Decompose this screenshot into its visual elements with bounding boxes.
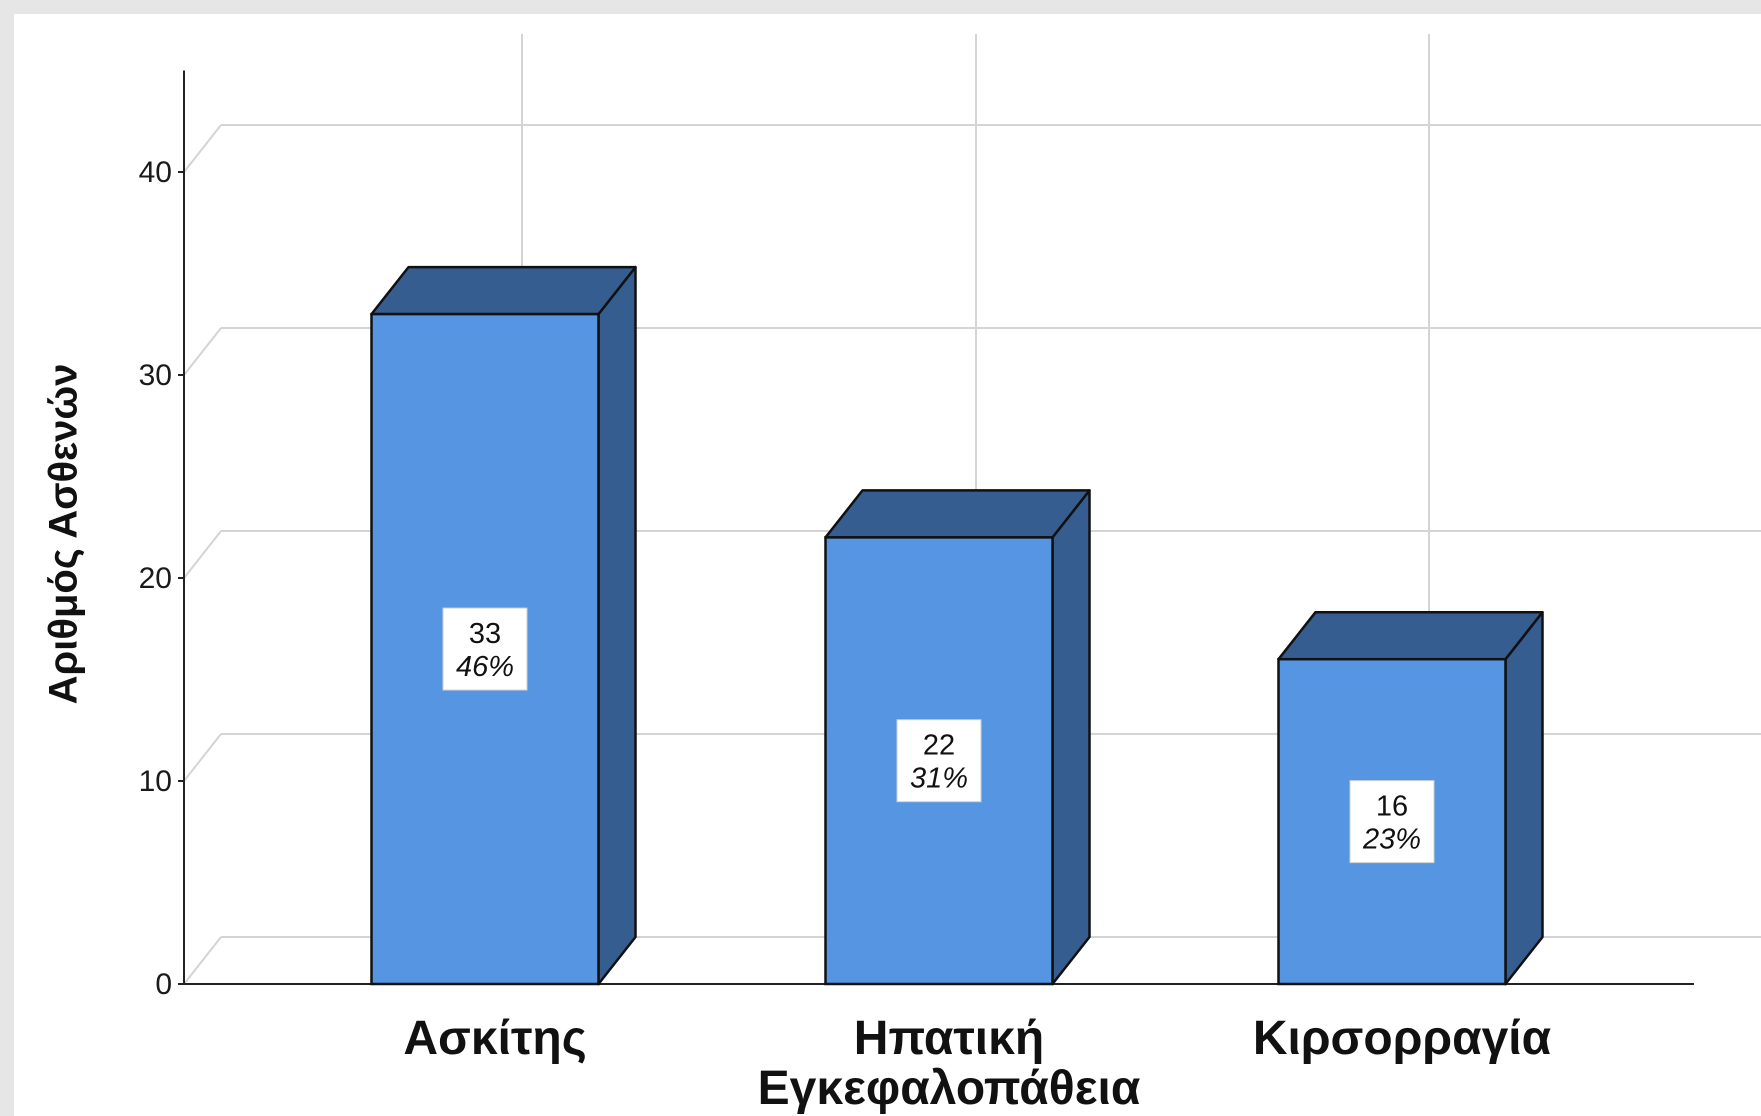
- y-tick-label: 10: [139, 765, 172, 798]
- chart-frame: 0 10 20 30 40 33 46% Ασκίτης 22 31% Ηπατική Εγκεφα…: [14, 14, 1761, 1116]
- bar-top-face: [824, 489, 1091, 539]
- gridline-diagonal: [183, 530, 222, 579]
- data-label-box: [442, 607, 528, 691]
- data-label-box: [896, 719, 982, 803]
- bar-top-face: [370, 265, 637, 316]
- data-label-count: 22: [923, 730, 955, 762]
- data-label-count: 16: [1376, 791, 1408, 823]
- data-label-percent: 23%: [1362, 824, 1421, 856]
- x-tick-label-line: Ηπατική: [854, 1012, 1044, 1065]
- gridline-diagonal: [183, 936, 222, 985]
- x-tick-label-line: Ασκίτης: [403, 1012, 586, 1065]
- bar: [370, 265, 637, 986]
- y-tick-label: 40: [139, 156, 172, 189]
- y-axis-label: Αριθμός Ασθενών: [42, 364, 86, 705]
- bar-side-face: [1504, 610, 1544, 986]
- bar-top-face: [1277, 610, 1544, 661]
- data-label-percent: 31%: [910, 763, 968, 795]
- bar-layer: [370, 265, 1544, 986]
- y-tick-label: 0: [155, 968, 172, 1001]
- x-tick-label: Ασκίτης: [403, 1012, 586, 1065]
- data-label-percent: 46%: [456, 651, 514, 683]
- gridline-diagonal: [183, 327, 222, 376]
- gridline-diagonal: [183, 124, 222, 173]
- y-tick-label: 20: [139, 562, 172, 595]
- data-label-box: [1349, 780, 1435, 864]
- bar-side-face: [597, 265, 637, 986]
- bar: [824, 489, 1091, 986]
- gridline-diagonal: [183, 733, 222, 782]
- x-tick-label-line: Εγκεφαλοπάθεια: [758, 1062, 1141, 1115]
- x-tick-label: Ηπατική Εγκεφαλοπάθεια: [758, 1012, 1141, 1115]
- x-tick-label-line: Κιρσορραγία: [1253, 1012, 1552, 1065]
- x-tick-label: Κιρσορραγία: [1253, 1012, 1552, 1065]
- y-tick-label: 30: [139, 359, 172, 392]
- data-label-count: 33: [469, 618, 501, 650]
- bar-side-face: [1051, 489, 1091, 986]
